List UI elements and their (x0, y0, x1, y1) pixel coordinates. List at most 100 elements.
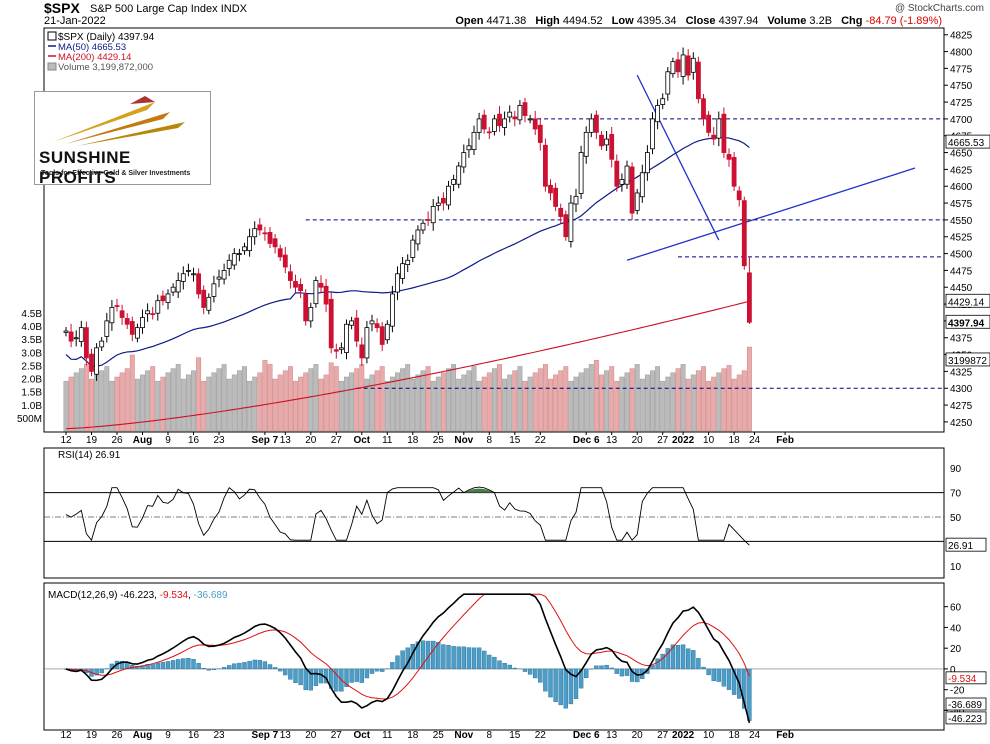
macd-histogram-bar (731, 668, 737, 695)
volume-bar (476, 380, 482, 432)
rsi-tag-box (945, 537, 987, 552)
macd-histogram-bar (471, 647, 477, 670)
macd-histogram-bar (451, 646, 456, 670)
volume-bar (440, 372, 446, 432)
x-tick-label: 12 (60, 435, 72, 446)
macd-tick-label: 20 (950, 644, 962, 655)
macd-histogram-bar (196, 663, 201, 670)
volume-bar (344, 376, 349, 432)
macd-histogram-bar (573, 668, 579, 699)
volume-bar (553, 374, 559, 432)
x-tick-label-bottom: 11 (382, 730, 393, 741)
volume-bar (68, 376, 74, 432)
candle-body (456, 165, 462, 185)
macd-histogram-bar (680, 644, 686, 670)
volume-bar (287, 366, 293, 432)
price-tag-label: 3199872 (948, 356, 987, 367)
volume-bar (706, 380, 712, 432)
macd-histogram-bar (609, 667, 614, 670)
candle-body (349, 320, 355, 326)
candle-body (497, 113, 502, 127)
volume-bar (695, 370, 701, 432)
volume-bar (420, 370, 426, 432)
legend-ma50: MA(50) 4665.53 (58, 42, 126, 53)
macd-histogram-bar (553, 668, 558, 702)
candle-body (89, 353, 94, 372)
volume-bar (456, 378, 462, 432)
macd-tag-box (945, 711, 987, 725)
x-tick-label: 20 (305, 435, 317, 446)
candle-body (196, 273, 202, 295)
candle-body (451, 179, 457, 185)
macd-histogram-bar (165, 661, 171, 670)
x-tick-label-bottom: Oct (353, 730, 370, 741)
macd-histogram-bar (512, 667, 517, 670)
volume-bar (119, 372, 125, 432)
x-tick-label: 22 (535, 435, 547, 446)
candle-body (476, 118, 482, 133)
volume-bar (721, 368, 727, 432)
macd-histogram-bar (206, 668, 212, 671)
candle-body (400, 263, 406, 279)
price-tick-label: 4725 (950, 98, 973, 109)
macd-histogram-bar (267, 664, 273, 670)
macd-histogram-bar (538, 668, 543, 683)
candle-body (379, 326, 385, 345)
candle-body (175, 280, 181, 293)
macd-histogram-bar (380, 668, 385, 672)
x-tick-label-bottom: 24 (749, 730, 761, 741)
candle-body (94, 347, 99, 375)
macd-histogram-bar (476, 647, 482, 670)
volume-bar (109, 380, 115, 432)
candle-body (634, 192, 640, 211)
x-tick-label-bottom: Feb (776, 730, 794, 741)
macd-histogram-bar (257, 659, 262, 670)
macd-tick-label: 40 (950, 623, 962, 634)
candle-body (706, 114, 711, 133)
x-tick-label-bottom: 2022 (672, 730, 695, 741)
x-tick-label: 19 (86, 435, 98, 446)
volume-bar (175, 364, 181, 432)
price-tag-label: 4665.53 (948, 138, 985, 149)
volume-bar (262, 359, 268, 432)
candle-body (405, 259, 411, 266)
candle-body (522, 102, 528, 116)
candle-body (655, 105, 660, 123)
price-tag-box (945, 352, 990, 367)
price-tick-label: 4750 (950, 81, 973, 92)
volume-tick-label: 3.5B (21, 335, 42, 346)
macd-histogram-bar (522, 668, 528, 672)
x-tick-label-bottom: 26 (111, 730, 123, 741)
candle-body (614, 160, 620, 187)
candle-body (645, 152, 650, 174)
volume-bar (201, 380, 207, 432)
volume-tick-label: 2.5B (21, 361, 42, 372)
macd-histogram-bar (747, 668, 752, 721)
rsi-overbought-fill (463, 488, 495, 493)
candle-body (287, 271, 293, 281)
x-tick-label-bottom: 22 (535, 730, 547, 741)
logo-swoosh-icon (53, 96, 185, 146)
volume-bar (558, 370, 564, 432)
volume-bar (83, 364, 89, 432)
candle-body (221, 269, 227, 280)
macd-histogram-bar (395, 655, 400, 670)
macd-tick-label: -20 (950, 686, 965, 697)
volume-bar (629, 368, 635, 432)
x-tick-label-bottom: 13 (280, 730, 292, 741)
x-tick-label-bottom: Aug (133, 730, 152, 741)
rsi-tick-label: 50 (950, 513, 962, 524)
candle-body (629, 166, 635, 214)
volume-bar (293, 380, 298, 432)
candle-body (78, 327, 84, 342)
volume-bar (532, 372, 538, 432)
macd-histogram-bar (706, 668, 711, 676)
x-tick-label-bottom: Sep 7 (252, 730, 279, 741)
price-tick-label: 4375 (950, 334, 973, 345)
macd-histogram-bar (629, 668, 635, 682)
volume-bar (430, 380, 436, 432)
volume-bar (736, 374, 742, 432)
volume-bar (624, 372, 630, 432)
price-tick-label: 4325 (950, 367, 973, 378)
volume-bar (170, 368, 176, 432)
